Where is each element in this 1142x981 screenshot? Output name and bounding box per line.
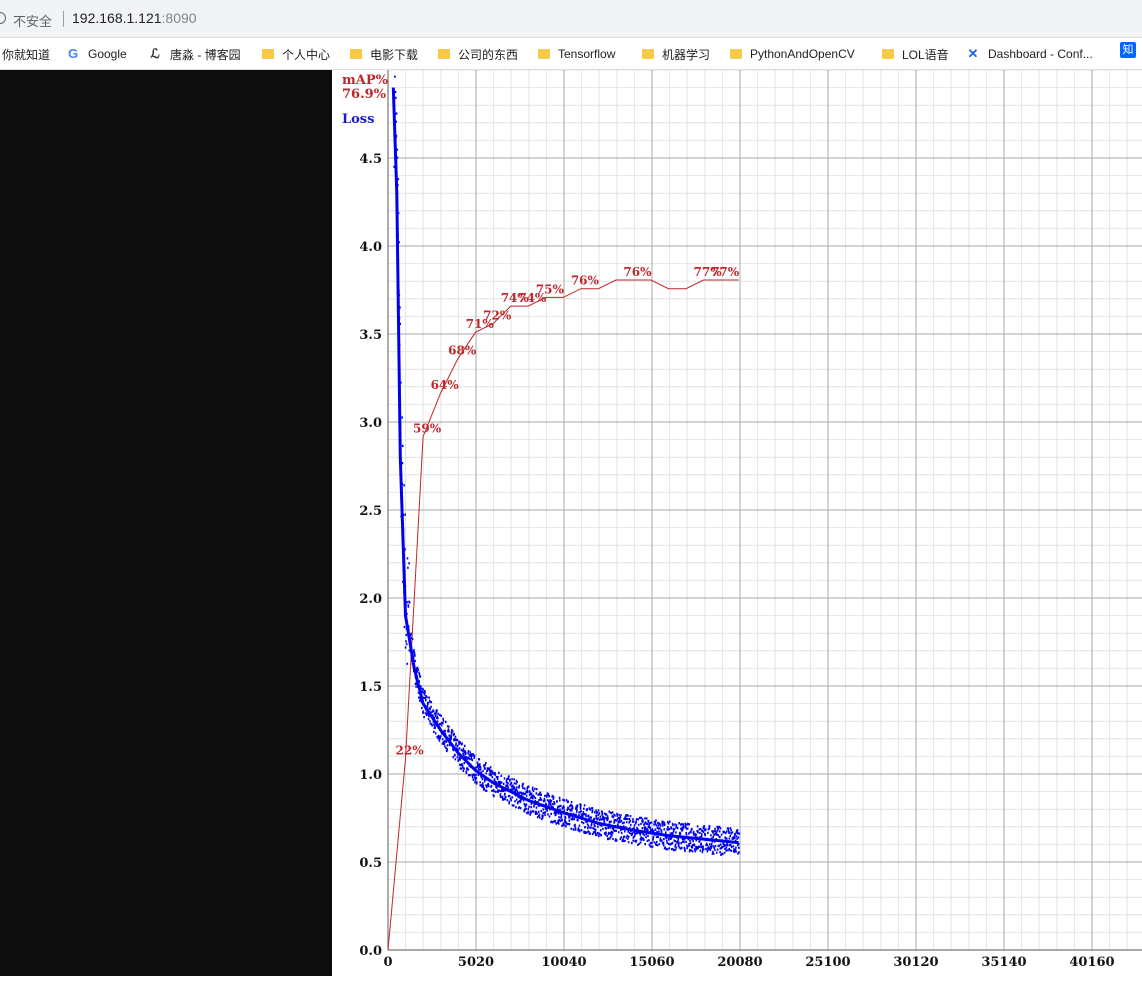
- zhihu-icon[interactable]: 知: [1120, 42, 1136, 58]
- y-tick-label: 4.5: [359, 152, 382, 167]
- divider: [63, 11, 64, 27]
- bookmark-label: 公司的东西: [458, 47, 519, 62]
- y-tick-label: 2.5: [359, 504, 382, 519]
- loss-line: [391, 87, 739, 845]
- y-tick-label: 0.5: [359, 856, 382, 871]
- bookmark-item[interactable]: ℒ 唐淼 - 博客园: [148, 45, 241, 63]
- url-port: :8090: [161, 10, 197, 26]
- legend-map-label: mAP%: [342, 73, 389, 88]
- map-point-label: 77%: [711, 265, 740, 279]
- map-point-label: 75%: [536, 282, 565, 296]
- x-tick-label: 0: [383, 955, 392, 970]
- chart-axes: [387, 70, 1142, 951]
- bookmark-item[interactable]: 公司的东西: [438, 45, 518, 63]
- bookmark-item[interactable]: PythonAndOpenCV: [730, 45, 855, 63]
- chart-legend: mAP% 76.9% Loss: [342, 73, 389, 127]
- folder-icon: [882, 49, 894, 59]
- blog-icon: ℒ: [150, 46, 160, 61]
- security-label[interactable]: 不安全: [13, 14, 53, 29]
- map-point-label: 77%: [694, 265, 723, 279]
- url-text[interactable]: 192.168.1.121:8090: [72, 10, 197, 26]
- map-point-label: 59%: [413, 422, 442, 436]
- map-point-label: 68%: [448, 343, 477, 357]
- bookmark-label: 你就知道: [2, 47, 51, 62]
- google-icon: G: [67, 46, 79, 61]
- y-tick-label: 1.5: [359, 680, 382, 695]
- bookmark-label: 电影下载: [370, 47, 419, 62]
- y-tick-label: 4.0: [359, 240, 382, 255]
- confluence-icon: ✕: [967, 46, 979, 61]
- bookmark-label: Dashboard - Conf...: [988, 47, 1093, 61]
- url-host: 192.168.1.121: [72, 10, 162, 26]
- map-point-label: 72%: [483, 309, 512, 323]
- bookmark-label: Tensorflow: [558, 47, 616, 61]
- bookmark-label: 唐淼 - 博客园: [170, 47, 241, 62]
- x-tick-label: 25100: [805, 955, 850, 970]
- x-tick-label: 5020: [458, 955, 494, 970]
- folder-icon: [642, 49, 654, 59]
- legend-loss-label: Loss: [342, 112, 374, 127]
- y-tick-label: 2.0: [359, 592, 382, 607]
- folder-icon: [538, 49, 550, 59]
- bookmark-item[interactable]: 个人中心: [262, 45, 330, 63]
- map-point-label: 76%: [623, 265, 652, 279]
- bookmark-item[interactable]: Tensorflow: [538, 45, 615, 63]
- bookmark-item[interactable]: 机器学习: [642, 45, 710, 63]
- loss-series: [391, 26, 741, 856]
- x-tick-label: 15060: [629, 955, 674, 970]
- bookmark-label: Google: [88, 47, 127, 61]
- address-bar[interactable]: 不安全 192.168.1.121:8090: [0, 0, 1142, 38]
- loss-points: [393, 26, 741, 856]
- y-tick-label: 3.0: [359, 416, 382, 431]
- map-point-label: 64%: [431, 378, 460, 392]
- bookmark-item[interactable]: 你就知道: [2, 45, 50, 63]
- folder-icon: [730, 49, 742, 59]
- chart-grid: [387, 69, 1142, 951]
- map-point-label: 74%: [518, 291, 547, 305]
- bookmark-label: 个人中心: [282, 47, 331, 62]
- x-tick-label: 20080: [717, 955, 762, 970]
- chart-panel: 0 5020 10040 15060 20080 25100 30120 35140 40160…: [332, 26, 1142, 976]
- bookmark-label: LOL语音: [902, 47, 949, 62]
- x-tick-label: 10040: [541, 955, 586, 970]
- info-icon[interactable]: [0, 12, 6, 24]
- y-tick-label: 3.5: [359, 328, 382, 343]
- map-line: [387, 279, 739, 951]
- map-point-label: 71%: [466, 317, 495, 331]
- dark-panel: [0, 70, 332, 976]
- bookmark-item[interactable]: ✕ Dashboard - Conf...: [966, 45, 1093, 63]
- bookmark-item[interactable]: 电影下载: [350, 45, 418, 63]
- bookmarks-bar: 你就知道 G Google ℒ 唐淼 - 博客园 个人中心 电影下载 公司的东西 T…: [0, 38, 1142, 70]
- map-point-label: 76%: [571, 274, 600, 288]
- y-tick-labels: 0.0 0.5 1.0 1.5 2.0 2.5 3.0 3.5 4.0 4.5: [359, 152, 382, 959]
- bookmark-item[interactable]: LOL语音: [882, 45, 949, 63]
- map-point-label: 74%: [501, 291, 530, 305]
- map-point-label: 22%: [396, 744, 425, 758]
- legend-map-value: 76.9%: [342, 87, 387, 102]
- x-tick-label: 35140: [981, 955, 1026, 970]
- bookmark-label: PythonAndOpenCV: [750, 47, 855, 61]
- x-tick-label: 30120: [893, 955, 938, 970]
- map-series: 22%59%64%68%71%72%74%74%75%76%76% 77%77%: [387, 265, 740, 951]
- folder-icon: [438, 49, 450, 59]
- folder-icon: [350, 49, 362, 59]
- training-chart: 0 5020 10040 15060 20080 25100 30120 35140 40160…: [342, 26, 1142, 970]
- bookmark-label: 机器学习: [662, 47, 711, 62]
- bookmark-item[interactable]: G Google: [66, 45, 127, 63]
- x-tick-labels: 0 5020 10040 15060 20080 25100 30120 35140 40160: [383, 955, 1114, 970]
- y-tick-label: 1.0: [359, 768, 382, 783]
- y-tick-label: 0.0: [359, 944, 382, 959]
- folder-icon: [262, 49, 274, 59]
- x-tick-label: 40160: [1069, 955, 1114, 970]
